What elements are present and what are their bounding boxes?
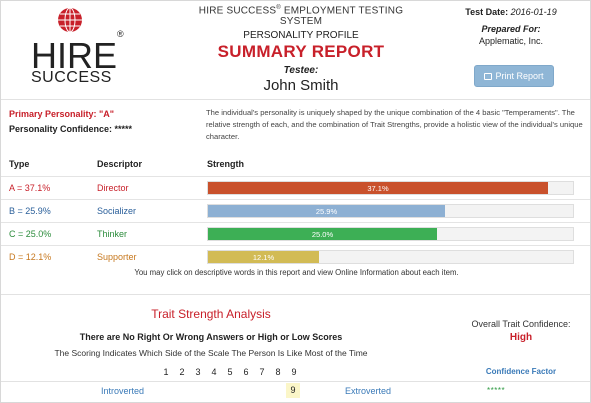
primary-personality-block: Primary Personality: "A" Personality Con… <box>9 109 199 134</box>
profile-title: PERSONALITY PROFILE <box>243 30 359 42</box>
print-report-button[interactable]: Print Report <box>474 65 554 87</box>
strength-bar-track: 12.1% <box>207 250 574 264</box>
temperament-type: A = 37.1% <box>9 183 51 193</box>
strength-header: Strength <box>207 159 244 169</box>
scale-number: 4 <box>211 367 217 377</box>
scale-number: 5 <box>227 367 233 377</box>
temperament-row: D = 12.1% Supporter 12.1% <box>1 245 590 268</box>
divider <box>1 381 590 382</box>
prepared-for-value: Applematic, Inc. <box>478 36 544 46</box>
click-note: You may click on descriptive words in th… <box>134 268 459 277</box>
divider <box>1 294 590 295</box>
globe-icon <box>58 7 82 33</box>
printer-icon <box>484 72 493 80</box>
trait-confidence-stars: ***** <box>487 386 506 395</box>
strength-bar-label: 25.9% <box>315 207 338 216</box>
type-header: Type <box>9 159 30 169</box>
system-name: HIRE SUCCESS® EMPLOYMENT TESTING SYSTEM <box>198 5 404 28</box>
temperament-descriptor[interactable]: Director <box>97 183 129 193</box>
trait-score: 9 <box>286 383 300 398</box>
intro-text: The individual's personality is uniquely… <box>206 108 583 141</box>
scale-number: 3 <box>195 367 201 377</box>
prepared-for-label: Prepared For: <box>481 24 541 34</box>
overall-trait-confidence-value: High <box>509 332 533 343</box>
strength-bar: 37.1% <box>208 182 548 194</box>
test-date: Test Date: 2016-01-19 <box>465 7 557 17</box>
scoring-note: The Scoring Indicates Which Side of the … <box>54 348 368 358</box>
strength-bar-label: 25.0% <box>311 230 334 239</box>
report-title-block: HIRE SUCCESS® EMPLOYMENT TESTING SYSTEM … <box>181 5 421 94</box>
scale-number: 8 <box>275 367 281 377</box>
temperament-row: C = 25.0% Thinker 25.0% <box>1 222 590 245</box>
strength-bar: 12.1% <box>208 251 319 263</box>
trait-right-label[interactable]: Extroverted <box>345 386 392 396</box>
temperament-descriptor[interactable]: Supporter <box>97 252 137 262</box>
testee-name: John Smith <box>263 77 339 95</box>
strength-bar: 25.0% <box>208 228 437 240</box>
strength-bar-label: 12.1% <box>252 253 275 262</box>
scale-number: 9 <box>291 367 297 377</box>
strength-bar-track: 25.9% <box>207 204 574 218</box>
confidence-factor-header[interactable]: Confidence Factor <box>485 367 557 376</box>
temperament-type: C = 25.0% <box>9 229 52 239</box>
temperament-row: B = 25.9% Socializer 25.9% <box>1 199 590 222</box>
trait-left-label[interactable]: Introverted <box>101 386 145 396</box>
strength-bar-track: 37.1% <box>207 181 574 195</box>
scale-number: 6 <box>243 367 249 377</box>
scale-number: 7 <box>259 367 265 377</box>
logo-word-hire: HIRE® <box>31 29 124 76</box>
hire-success-logo: HIRE® SUCCESS <box>27 7 127 93</box>
strength-bar-track: 25.0% <box>207 227 574 241</box>
report-meta: Test Date: 2016-01-19 Prepared For: Appl… <box>441 7 581 87</box>
strength-bar-label: 37.1% <box>367 184 389 193</box>
temperament-descriptor[interactable]: Socializer <box>97 206 137 216</box>
temperament-type: B = 25.9% <box>9 206 51 216</box>
primary-personality[interactable]: Primary Personality: "A" <box>9 109 115 119</box>
temperament-row: A = 37.1% Director 37.1% <box>1 176 590 199</box>
testee-label: Testee: <box>283 65 319 77</box>
overall-trait-confidence-label: Overall Trait Confidence: <box>471 319 571 329</box>
scale-number: 2 <box>179 367 185 377</box>
report-header: HIRE® SUCCESS HIRE SUCCESS® EMPLOYMENT T… <box>1 1 590 101</box>
no-right-wrong-note: There are No Right Or Wrong Answers or H… <box>79 332 343 342</box>
descriptor-header: Descriptor <box>97 159 143 169</box>
report-title: SUMMARY REPORT <box>217 42 385 62</box>
print-report-label: Print Report <box>495 71 544 81</box>
logo-word-success: SUCCESS <box>31 69 112 86</box>
personality-confidence: Personality Confidence: ***** <box>9 124 133 134</box>
temperament-table-header: Type Descriptor Strength <box>9 159 584 175</box>
temperament-descriptor[interactable]: Thinker <box>97 229 128 239</box>
temperament-type: D = 12.1% <box>9 252 52 262</box>
divider <box>1 99 590 100</box>
trait-strength-title: Trait Strength Analysis <box>151 307 271 321</box>
strength-bar: 25.9% <box>208 205 445 217</box>
scale-number: 1 <box>163 367 169 377</box>
